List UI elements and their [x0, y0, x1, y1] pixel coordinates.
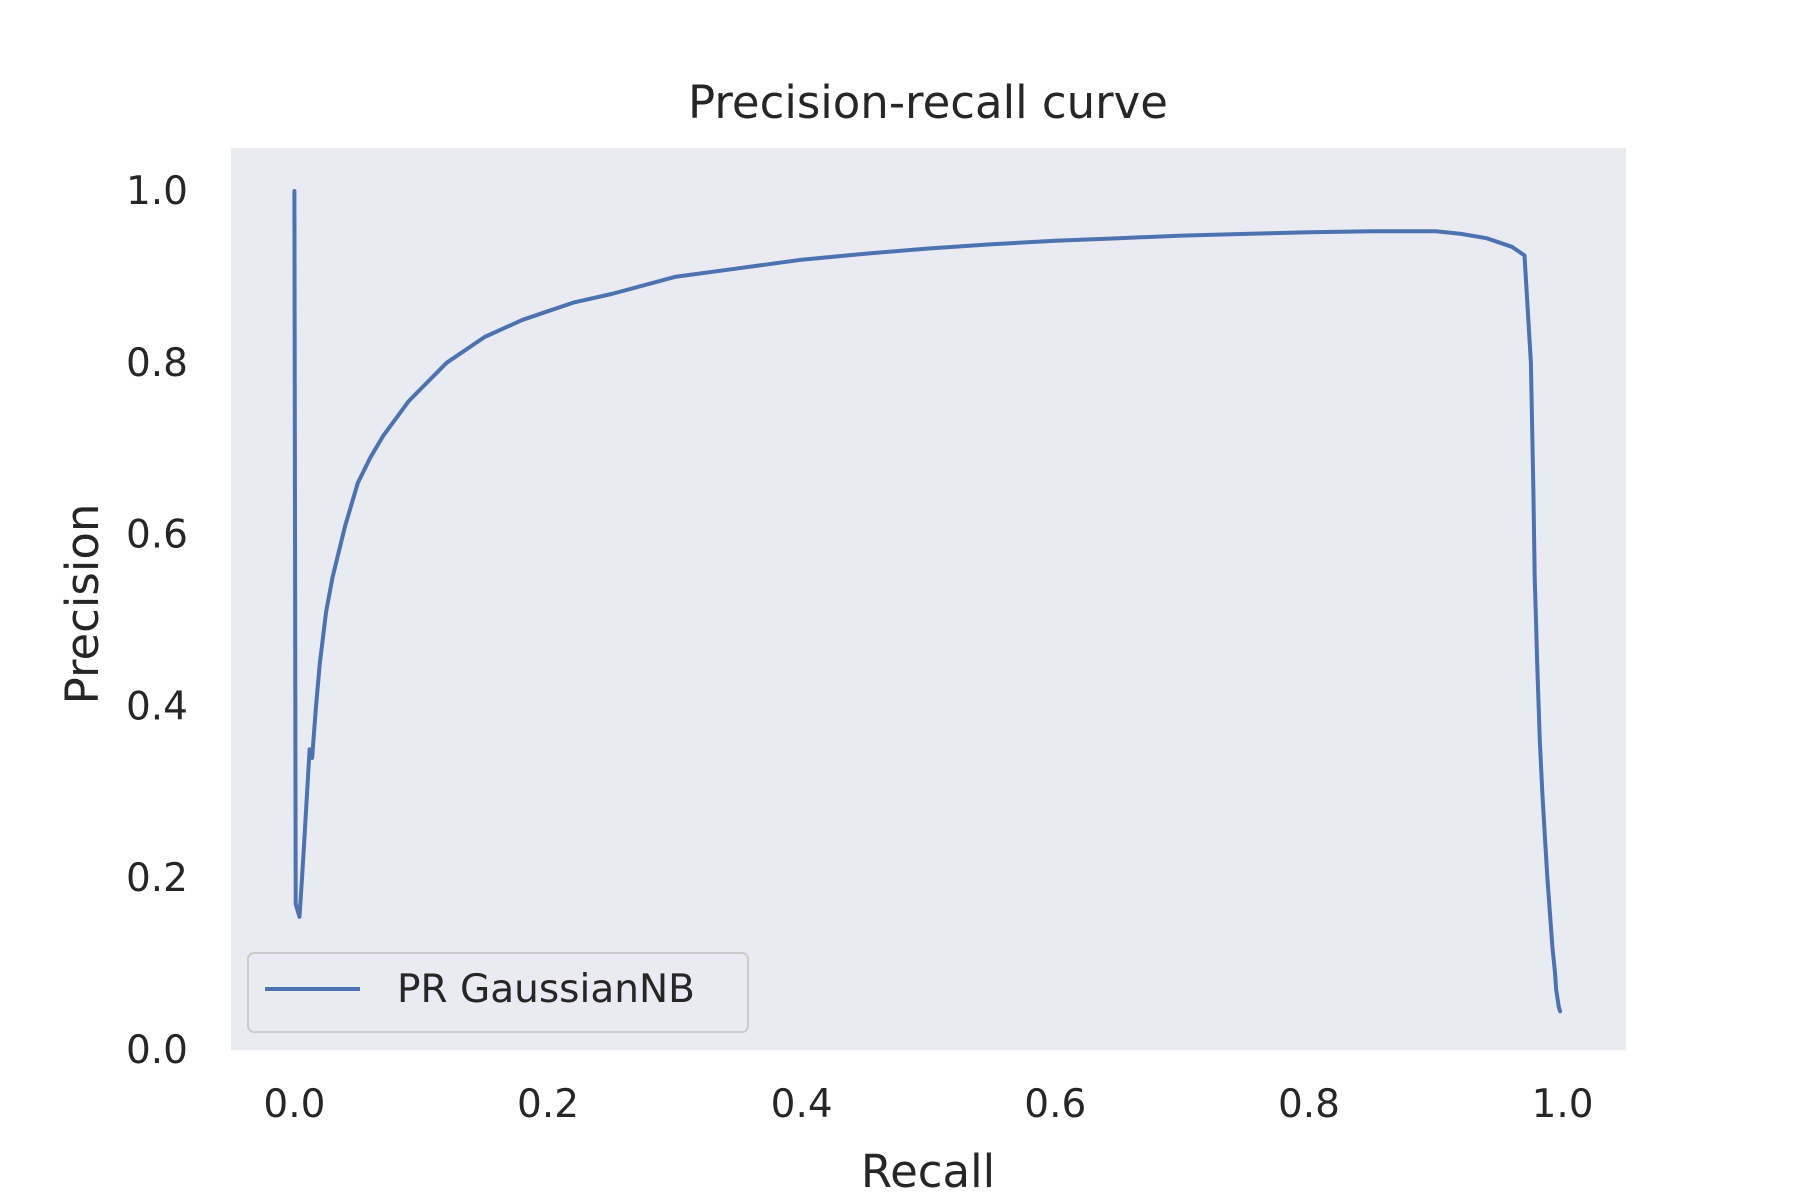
plot-area	[231, 148, 1626, 1050]
x-tick-label: 0.8	[1278, 1082, 1340, 1127]
y-tick-label: 0.4	[126, 684, 188, 729]
y-tick-label: 0.0	[126, 1028, 188, 1073]
legend-box	[247, 952, 749, 1033]
y-tick-labels: 0.0 0.2 0.4 0.6 0.8 1.0	[126, 169, 188, 1073]
chart-title: Precision-recall curve	[688, 76, 1168, 129]
pr-curve-line	[292, 189, 1563, 1014]
x-tick-label: 1.0	[1532, 1082, 1594, 1127]
x-tick-labels: 0.0 0.2 0.4 0.6 0.8 1.0	[263, 1082, 1593, 1127]
y-tick-label: 0.2	[126, 856, 188, 901]
legend: PR GaussianNB	[247, 952, 749, 1033]
x-tick-label: 0.4	[771, 1082, 833, 1127]
y-tick-label: 1.0	[126, 169, 188, 214]
x-axis-label: Recall	[861, 1145, 995, 1198]
y-tick-label: 0.8	[126, 341, 188, 386]
x-tick-label: 0.6	[1024, 1082, 1086, 1127]
legend-label: PR GaussianNB	[397, 967, 695, 1012]
x-tick-label: 0.2	[517, 1082, 579, 1127]
y-axis-label: Precision	[56, 504, 109, 705]
y-tick-label: 0.6	[126, 513, 188, 558]
x-tick-label: 0.0	[263, 1082, 325, 1127]
